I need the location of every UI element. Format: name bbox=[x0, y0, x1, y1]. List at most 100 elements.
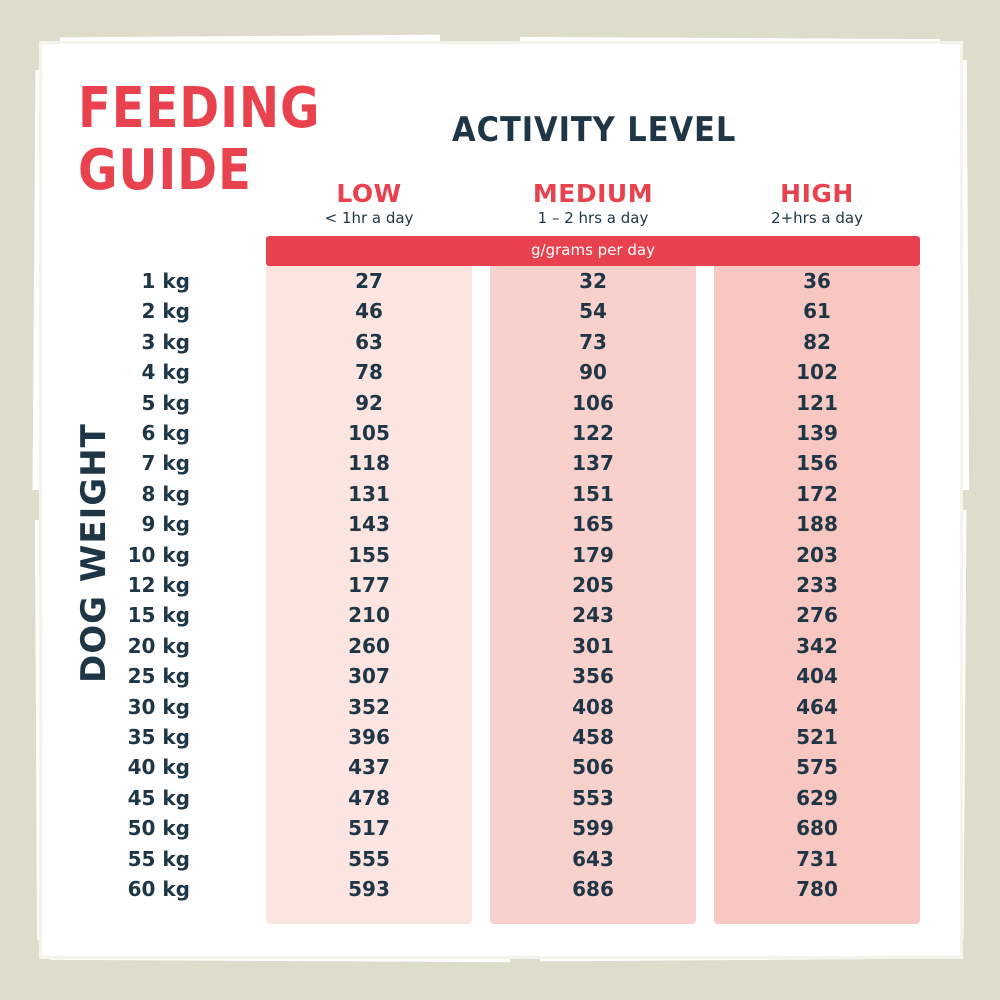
low-grams-cell: 555 bbox=[348, 847, 390, 871]
medium-grams-cell: 506 bbox=[572, 755, 614, 779]
weight-cell: 1 kg bbox=[141, 269, 191, 293]
weight-cell: 45 kg bbox=[127, 786, 190, 810]
page-title: FEEDING GUIDE bbox=[78, 78, 320, 203]
medium-grams-cell: 686 bbox=[572, 877, 614, 901]
high-grams-cell: 233 bbox=[796, 573, 838, 597]
medium-grams-cell: 599 bbox=[572, 816, 614, 840]
high-grams-cell: 731 bbox=[796, 847, 838, 871]
weight-cell: 6 kg bbox=[141, 421, 191, 445]
high-grams-cell: 188 bbox=[796, 512, 838, 536]
medium-grams-cell: 165 bbox=[572, 512, 614, 536]
medium-grams-cell: 179 bbox=[572, 543, 614, 567]
level-sub: 1 – 2 hrs a day bbox=[537, 209, 649, 227]
low-grams-cell: 177 bbox=[348, 573, 390, 597]
high-column-background bbox=[714, 266, 920, 924]
low-grams-cell: 260 bbox=[348, 634, 390, 658]
title-line-1: FEEDING bbox=[78, 76, 321, 141]
level-low-header: LOW < 1hr a day bbox=[266, 180, 472, 228]
title-line-2: GUIDE bbox=[78, 138, 252, 203]
weight-cell: 25 kg bbox=[127, 664, 190, 688]
level-high-header: HIGH 2+hrs a day bbox=[714, 180, 920, 228]
weight-cell: 35 kg bbox=[127, 725, 190, 749]
high-grams-cell: 139 bbox=[796, 421, 838, 445]
high-grams-cell: 780 bbox=[796, 877, 838, 901]
medium-grams-cell: 643 bbox=[572, 847, 614, 871]
high-grams-cell: 464 bbox=[796, 695, 838, 719]
high-grams-cell: 156 bbox=[796, 451, 838, 475]
medium-column-background bbox=[490, 266, 696, 924]
medium-grams-cell: 106 bbox=[572, 391, 614, 415]
level-sub: 2+hrs a day bbox=[771, 209, 863, 227]
low-grams-cell: 78 bbox=[355, 360, 383, 384]
medium-grams-cell: 137 bbox=[572, 451, 614, 475]
medium-grams-cell: 205 bbox=[572, 573, 614, 597]
weight-cell: 50 kg bbox=[127, 816, 190, 840]
high-grams-cell: 629 bbox=[796, 786, 838, 810]
level-name: MEDIUM bbox=[532, 179, 654, 208]
weight-cell: 5 kg bbox=[141, 391, 191, 415]
weight-cell: 2 kg bbox=[141, 299, 191, 323]
medium-grams-cell: 122 bbox=[572, 421, 614, 445]
medium-grams-cell: 458 bbox=[572, 725, 614, 749]
weight-cell: 8 kg bbox=[141, 482, 191, 506]
weight-cell: 7 kg bbox=[141, 451, 191, 475]
medium-grams-cell: 151 bbox=[572, 482, 614, 506]
high-grams-cell: 102 bbox=[796, 360, 838, 384]
medium-grams-cell: 243 bbox=[572, 603, 614, 627]
low-grams-cell: 396 bbox=[348, 725, 390, 749]
high-grams-cell: 82 bbox=[803, 330, 831, 354]
high-grams-cell: 121 bbox=[796, 391, 838, 415]
medium-grams-cell: 90 bbox=[579, 360, 607, 384]
low-grams-cell: 46 bbox=[355, 299, 383, 323]
high-grams-cell: 680 bbox=[796, 816, 838, 840]
medium-grams-cell: 553 bbox=[572, 786, 614, 810]
weight-cell: 55 kg bbox=[127, 847, 190, 871]
high-grams-cell: 172 bbox=[796, 482, 838, 506]
weight-cell: 30 kg bbox=[127, 695, 190, 719]
level-name: LOW bbox=[336, 179, 402, 208]
high-grams-cell: 521 bbox=[796, 725, 838, 749]
low-grams-cell: 517 bbox=[348, 816, 390, 840]
high-grams-cell: 61 bbox=[803, 299, 831, 323]
level-name: HIGH bbox=[780, 179, 854, 208]
medium-grams-cell: 408 bbox=[572, 695, 614, 719]
high-grams-cell: 36 bbox=[803, 269, 831, 293]
low-grams-cell: 131 bbox=[348, 482, 390, 506]
weight-cell: 60 kg bbox=[127, 877, 190, 901]
high-grams-cell: 276 bbox=[796, 603, 838, 627]
low-grams-cell: 143 bbox=[348, 512, 390, 536]
low-grams-cell: 352 bbox=[348, 695, 390, 719]
low-grams-cell: 593 bbox=[348, 877, 390, 901]
activity-heading: ACTIVITY LEVEL bbox=[452, 110, 737, 150]
low-grams-cell: 155 bbox=[348, 543, 390, 567]
low-grams-cell: 118 bbox=[348, 451, 390, 475]
weight-cell: 15 kg bbox=[127, 603, 190, 627]
medium-grams-cell: 32 bbox=[579, 269, 607, 293]
high-grams-cell: 342 bbox=[796, 634, 838, 658]
level-medium-header: MEDIUM 1 – 2 hrs a day bbox=[490, 180, 696, 228]
high-grams-cell: 575 bbox=[796, 755, 838, 779]
low-grams-cell: 105 bbox=[348, 421, 390, 445]
low-grams-cell: 307 bbox=[348, 664, 390, 688]
level-sub: < 1hr a day bbox=[324, 209, 414, 227]
medium-grams-cell: 356 bbox=[572, 664, 614, 688]
low-grams-cell: 437 bbox=[348, 755, 390, 779]
medium-grams-cell: 301 bbox=[572, 634, 614, 658]
low-grams-cell: 27 bbox=[355, 269, 383, 293]
weight-cell: 12 kg bbox=[127, 573, 190, 597]
weight-cell: 40 kg bbox=[127, 755, 190, 779]
medium-grams-cell: 54 bbox=[579, 299, 607, 323]
medium-grams-cell: 73 bbox=[579, 330, 607, 354]
weight-cell: 3 kg bbox=[141, 330, 191, 354]
low-grams-cell: 210 bbox=[348, 603, 390, 627]
weight-cell: 10 kg bbox=[127, 543, 190, 567]
weight-cell: 20 kg bbox=[127, 634, 190, 658]
low-grams-cell: 92 bbox=[355, 391, 383, 415]
high-grams-cell: 404 bbox=[796, 664, 838, 688]
high-grams-cell: 203 bbox=[796, 543, 838, 567]
weight-cell: 4 kg bbox=[141, 360, 191, 384]
weight-cell: 9 kg bbox=[141, 512, 191, 536]
low-grams-cell: 63 bbox=[355, 330, 383, 354]
low-column-background bbox=[266, 266, 472, 924]
low-grams-cell: 478 bbox=[348, 786, 390, 810]
